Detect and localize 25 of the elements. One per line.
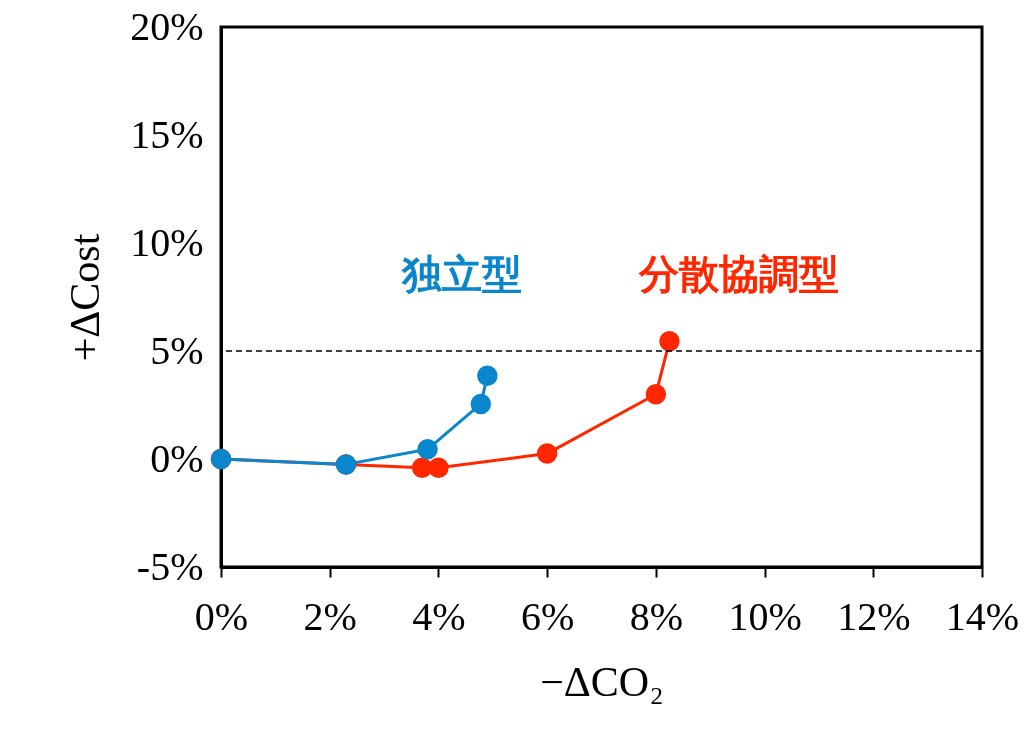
x-tick-label: 0%: [194, 593, 249, 639]
point: [536, 443, 558, 464]
y-tick-label: 10%: [130, 219, 204, 265]
series-label: 分散協調型: [638, 251, 840, 298]
x-tick-label: 12%: [837, 593, 911, 639]
y-tick-label: 15%: [130, 111, 204, 157]
y-axis-title: +ΔCost: [62, 233, 109, 362]
point: [417, 439, 438, 460]
x-tick-label: 4%: [412, 593, 466, 639]
x-tick-label: 6%: [520, 593, 575, 639]
point: [470, 393, 492, 415]
y-tick-label: -5%: [136, 543, 204, 589]
x-tick-label: 2%: [303, 593, 357, 639]
y-tick-label: 20%: [130, 3, 204, 49]
x-tick-label: 8%: [629, 593, 684, 639]
series-label: 独立型: [401, 250, 523, 297]
point: [428, 457, 449, 478]
x-axis-title: −ΔCO₂: [540, 658, 664, 705]
x-tick-label: 14%: [945, 593, 1020, 639]
point: [477, 365, 498, 387]
y-tick-label: 5%: [150, 327, 204, 373]
point: [659, 331, 680, 352]
y-tick-label: 0%: [150, 435, 204, 481]
x-tick-label: 10%: [728, 593, 802, 639]
point: [645, 383, 667, 405]
